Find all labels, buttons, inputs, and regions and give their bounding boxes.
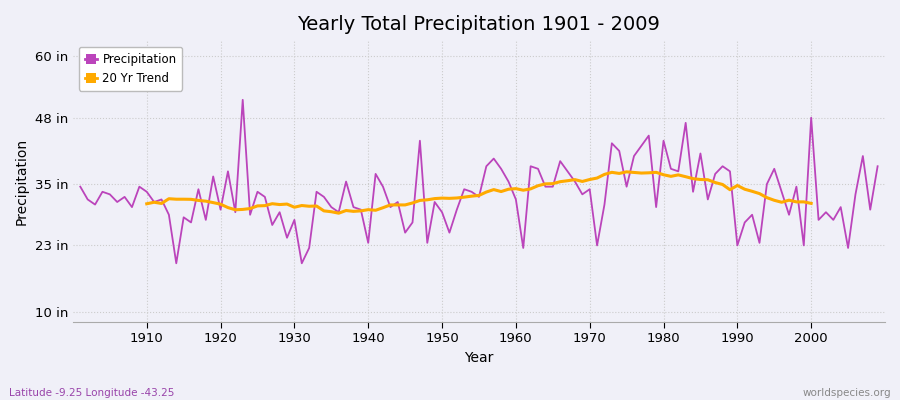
Text: Latitude -9.25 Longitude -43.25: Latitude -9.25 Longitude -43.25 xyxy=(9,388,175,398)
Legend: Precipitation, 20 Yr Trend: Precipitation, 20 Yr Trend xyxy=(79,47,183,91)
Title: Yearly Total Precipitation 1901 - 2009: Yearly Total Precipitation 1901 - 2009 xyxy=(298,15,661,34)
Text: worldspecies.org: worldspecies.org xyxy=(803,388,891,398)
X-axis label: Year: Year xyxy=(464,351,493,365)
Y-axis label: Precipitation: Precipitation xyxy=(15,138,29,225)
